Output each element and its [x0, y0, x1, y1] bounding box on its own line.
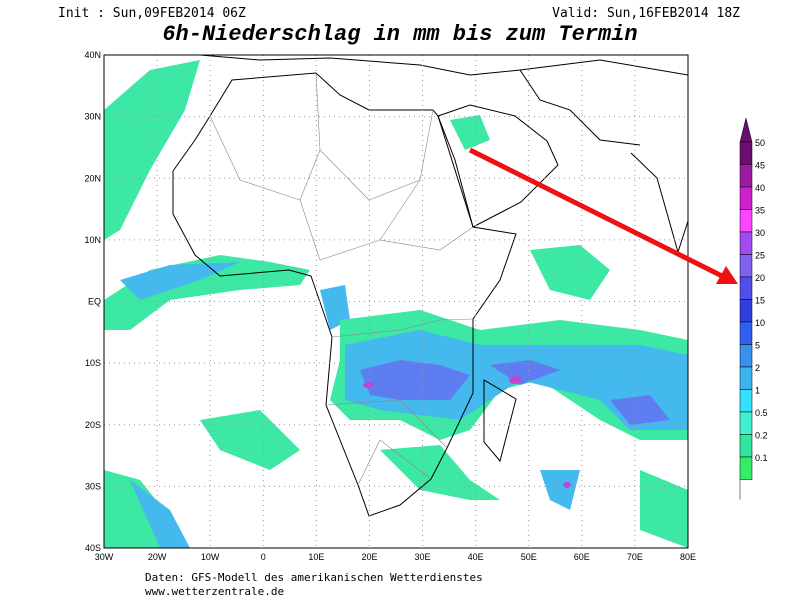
colorbar-label: 0.1: [755, 453, 768, 463]
source-url: www.wetterzentrale.de: [145, 585, 284, 598]
colorbar-swatch: [739, 209, 753, 233]
lat-label: 20N: [84, 173, 101, 183]
annotation-arrow: [468, 147, 738, 284]
colorbar-swatch: [739, 366, 753, 390]
colorbar-label: 1: [755, 386, 760, 396]
colorbar-swatch: [739, 231, 753, 255]
lon-label: 20W: [148, 552, 167, 562]
colorbar-label: 50: [755, 138, 765, 148]
arrow-shaft: [468, 147, 724, 279]
lon-label: 30W: [95, 552, 114, 562]
lon-label: 10E: [308, 552, 324, 562]
colorbar-swatch: [739, 434, 753, 458]
colorbar-swatch: [739, 141, 753, 165]
map-frame: [103, 54, 689, 549]
colorbar-label: 0.2: [755, 431, 768, 441]
lon-label: 70E: [627, 552, 643, 562]
lon-label: 40E: [468, 552, 484, 562]
lat-label: 10S: [85, 358, 101, 368]
valid-time: Valid: Sun,16FEB2014 18Z: [552, 6, 740, 21]
map-title: 6h-Niederschlag in mm bis zum Termin: [162, 22, 637, 47]
source-note: Daten: GFS-Modell des amerikanischen Wet…: [145, 571, 483, 584]
colorbar-label: 35: [755, 206, 765, 216]
colorbar-cap: [739, 117, 753, 143]
colorbar-swatch: [739, 321, 753, 345]
colorbar-label: 25: [755, 251, 765, 261]
colorbar-swatch: [739, 186, 753, 210]
colorbar-label: 40: [755, 183, 765, 193]
colorbar-swatch: [739, 164, 753, 188]
colorbar-label: 30: [755, 228, 765, 238]
colorbar-label: 5: [755, 341, 760, 351]
lon-label: 60E: [574, 552, 590, 562]
lat-label: 10N: [84, 235, 101, 245]
colorbar-swatch: [739, 456, 753, 480]
precipitation: [104, 60, 688, 548]
colorbar-swatch: [739, 389, 753, 413]
lat-label: 30S: [85, 481, 101, 491]
colorbar-label: 0.5: [755, 408, 768, 418]
lon-label: 50E: [521, 552, 537, 562]
arrow-head: [716, 266, 738, 284]
colorbar-label: 20: [755, 273, 765, 283]
lon-label: 0: [261, 552, 266, 562]
lon-label: 10W: [201, 552, 220, 562]
init-time: Init : Sun,09FEB2014 06Z: [58, 6, 246, 21]
lon-label: 20E: [361, 552, 377, 562]
lat-label: 20S: [85, 420, 101, 430]
lat-label: 40N: [84, 50, 101, 60]
colorbar: 50 45 40 35 30 25 20 15 10 5 2 1 0.5 0.2 0.1: [739, 117, 768, 500]
lat-label: EQ: [88, 297, 101, 307]
colorbar-swatch: [739, 254, 753, 278]
coastlines: [172, 55, 688, 517]
lon-label: 30E: [415, 552, 431, 562]
colorbar-label: 10: [755, 318, 765, 328]
colorbar-swatch: [739, 276, 753, 300]
colorbar-swatch: [739, 344, 753, 368]
colorbar-label: 2: [755, 363, 760, 373]
lat-label: 40S: [85, 543, 101, 553]
colorbar-swatch: [739, 299, 753, 323]
colorbar-label: 45: [755, 161, 765, 171]
colorbar-swatch: [739, 411, 753, 435]
lon-label: 80E: [680, 552, 696, 562]
colorbar-label: 15: [755, 296, 765, 306]
map-area: [104, 55, 688, 548]
lat-label: 30N: [84, 112, 101, 122]
